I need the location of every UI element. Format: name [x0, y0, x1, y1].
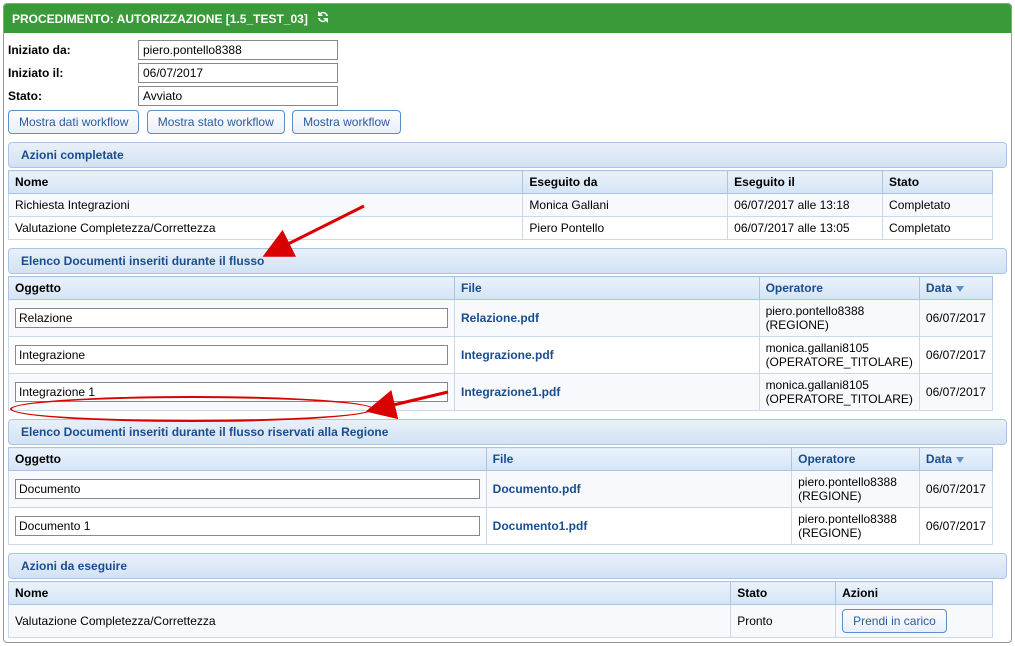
panel-body: Iniziato da: Iniziato il: Stato: Mostra … — [4, 33, 1011, 642]
file-link[interactable]: Integrazione.pdf — [461, 348, 554, 362]
col-eseguito-da[interactable]: Eseguito da — [523, 171, 728, 194]
cell-operatore: piero.pontello8388 (REGIONE) — [792, 508, 920, 545]
cell-operatore: piero.pontello8388 (REGIONE) — [759, 300, 919, 337]
cell-operatore: piero.pontello8388 (REGIONE) — [792, 471, 920, 508]
refresh-icon[interactable] — [316, 10, 330, 27]
sort-desc-icon — [956, 457, 964, 463]
cell-nome: Richiesta Integrazioni — [9, 194, 523, 217]
table-row: Integrazione1.pdf monica.gallani8105 (OP… — [9, 374, 993, 411]
col-data[interactable]: Data — [919, 277, 992, 300]
label-started-by: Iniziato da: — [8, 43, 138, 57]
panel-header: PROCEDIMENTO: AUTORIZZAZIONE [1.5_TEST_0… — [4, 4, 1011, 33]
col-nome[interactable]: Nome — [9, 582, 731, 605]
section-completed-actions: Azioni completate — [8, 142, 1007, 168]
col-stato[interactable]: Stato — [883, 171, 993, 194]
cell-nome: Valutazione Completezza/Correttezza — [9, 217, 523, 240]
table-row: Richiesta Integrazioni Monica Gallani 06… — [9, 194, 993, 217]
table-row: Documento1.pdf piero.pontello8388 (REGIO… — [9, 508, 993, 545]
cell-operatore: monica.gallani8105 (OPERATORE_TITOLARE) — [759, 337, 919, 374]
state-input[interactable] — [138, 86, 338, 106]
col-file[interactable]: File — [455, 277, 760, 300]
panel-title: PROCEDIMENTO: AUTORIZZAZIONE [1.5_TEST_0… — [12, 12, 308, 26]
label-started-on: Iniziato il: — [8, 66, 138, 80]
col-stato[interactable]: Stato — [731, 582, 836, 605]
cell-da: Monica Gallani — [523, 194, 728, 217]
completed-actions-table: Nome Eseguito da Eseguito il Stato Richi… — [8, 170, 993, 240]
oggetto-input[interactable] — [15, 345, 448, 365]
todo-actions-table: Nome Stato Azioni Valutazione Completezz… — [8, 581, 993, 638]
table-row: Integrazione.pdf monica.gallani8105 (OPE… — [9, 337, 993, 374]
col-operatore[interactable]: Operatore — [759, 277, 919, 300]
file-link[interactable]: Documento.pdf — [493, 482, 581, 496]
cell-stato: Pronto — [731, 605, 836, 638]
sort-desc-icon — [956, 286, 964, 292]
cell-operatore: monica.gallani8105 (OPERATORE_TITOLARE) — [759, 374, 919, 411]
table-row: Valutazione Completezza/Correttezza Pier… — [9, 217, 993, 240]
started-on-input[interactable] — [138, 63, 338, 83]
cell-il: 06/07/2017 alle 13:18 — [728, 194, 883, 217]
cell-nome: Valutazione Completezza/Correttezza — [9, 605, 731, 638]
col-data[interactable]: Data — [919, 448, 992, 471]
flow-docs-regione-table: Oggetto File Operatore Data Documento.pd… — [8, 447, 993, 545]
oggetto-input[interactable] — [15, 479, 480, 499]
section-flow-docs-regione: Elenco Documenti inseriti durante il flu… — [8, 419, 1007, 445]
col-operatore[interactable]: Operatore — [792, 448, 920, 471]
cell-il: 06/07/2017 alle 13:05 — [728, 217, 883, 240]
show-data-button[interactable]: Mostra dati workflow — [8, 110, 139, 134]
show-state-button[interactable]: Mostra stato workflow — [147, 110, 285, 134]
col-oggetto[interactable]: Oggetto — [9, 277, 455, 300]
cell-da: Piero Pontello — [523, 217, 728, 240]
col-file[interactable]: File — [486, 448, 791, 471]
cell-stato: Completato — [883, 217, 993, 240]
table-row: Relazione.pdf piero.pontello8388 (REGION… — [9, 300, 993, 337]
file-link[interactable]: Documento1.pdf — [493, 519, 588, 533]
section-todo-actions: Azioni da eseguire — [8, 553, 1007, 579]
oggetto-input[interactable] — [15, 516, 480, 536]
show-workflow-button[interactable]: Mostra workflow — [292, 110, 401, 134]
cell-data: 06/07/2017 — [919, 471, 992, 508]
cell-data: 06/07/2017 — [919, 337, 992, 374]
col-azioni[interactable]: Azioni — [836, 582, 993, 605]
label-state: Stato: — [8, 89, 138, 103]
col-eseguito-il[interactable]: Eseguito il — [728, 171, 883, 194]
oggetto-input[interactable] — [15, 382, 448, 402]
section-flow-docs: Elenco Documenti inseriti durante il flu… — [8, 248, 1007, 274]
started-by-input[interactable] — [138, 40, 338, 60]
cell-data: 06/07/2017 — [919, 374, 992, 411]
oggetto-input[interactable] — [15, 308, 448, 328]
workflow-panel: PROCEDIMENTO: AUTORIZZAZIONE [1.5_TEST_0… — [3, 3, 1012, 643]
col-oggetto[interactable]: Oggetto — [9, 448, 487, 471]
cell-stato: Completato — [883, 194, 993, 217]
cell-data: 06/07/2017 — [919, 508, 992, 545]
cell-data: 06/07/2017 — [919, 300, 992, 337]
file-link[interactable]: Integrazione1.pdf — [461, 385, 560, 399]
take-charge-button[interactable]: Prendi in carico — [842, 609, 947, 633]
file-link[interactable]: Relazione.pdf — [461, 311, 539, 325]
col-nome[interactable]: Nome — [9, 171, 523, 194]
table-row: Valutazione Completezza/Correttezza Pron… — [9, 605, 993, 638]
table-row: Documento.pdf piero.pontello8388 (REGION… — [9, 471, 993, 508]
flow-docs-table: Oggetto File Operatore Data Relazione.pd… — [8, 276, 993, 411]
